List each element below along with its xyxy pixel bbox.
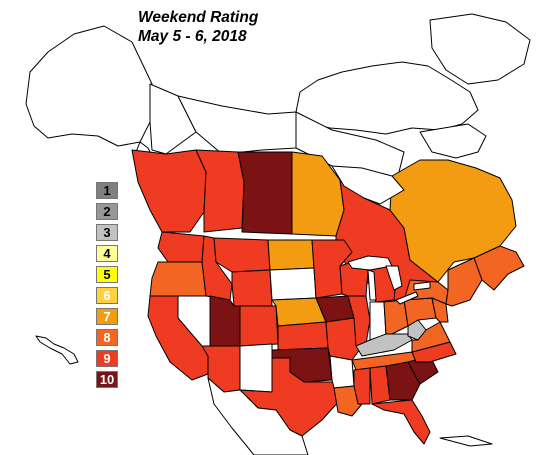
region-wyoming (231, 269, 273, 307)
region-saskatchewan (237, 151, 293, 235)
legend-swatch (96, 182, 118, 199)
lake-ontario (413, 281, 431, 291)
legend-swatch (96, 203, 118, 220)
legend-item: 9 (96, 348, 122, 369)
region-georgia (385, 361, 421, 401)
lake-michigan (367, 269, 377, 301)
legend-label: 6 (103, 288, 111, 303)
lake-huron (385, 265, 403, 291)
title-line-1: Weekend Rating (138, 9, 259, 26)
legend-label: 1 (103, 183, 111, 198)
legend-label: 8 (103, 330, 111, 345)
lake-erie (395, 291, 419, 305)
region-greenland (429, 13, 531, 85)
legend-item: 1 (96, 180, 122, 201)
region-cuba (439, 435, 493, 447)
legend-label: 7 (103, 309, 111, 324)
region-indiana (369, 301, 387, 341)
region-arizona (201, 345, 241, 393)
legend-swatch (96, 224, 118, 241)
title-line-2: May 5 - 6, 2018 (138, 28, 247, 45)
region-atlantic-canada (473, 245, 525, 291)
region-louisiana (333, 385, 363, 417)
legend-item: 4 (96, 243, 122, 264)
region-new-mexico (239, 343, 273, 393)
legend-swatch (96, 308, 118, 325)
map-title: Weekend Rating May 5 - 6, 2018 (138, 8, 258, 46)
region-oregon (149, 261, 207, 297)
region-mississippi (353, 367, 371, 405)
legend-label: 9 (103, 351, 111, 366)
legend-label: 4 (103, 246, 111, 261)
legend-item: 6 (96, 285, 122, 306)
legend-item: 2 (96, 201, 122, 222)
legend-item: 10 (96, 369, 122, 390)
region-new-england (445, 257, 483, 307)
legend-swatch (96, 266, 118, 283)
legend-swatch (96, 371, 118, 388)
region-arctic-islands (295, 61, 479, 135)
region-mexico (207, 377, 309, 455)
region-washington (157, 231, 205, 263)
region-arkansas (329, 355, 355, 389)
legend-label: 2 (103, 204, 111, 219)
region-montana (213, 237, 271, 273)
hudson-bay (331, 165, 405, 205)
legend-swatch (96, 287, 118, 304)
legend-swatch (96, 350, 118, 367)
legend-label: 5 (103, 267, 111, 282)
legend-item: 5 (96, 264, 122, 285)
legend-item: 3 (96, 222, 122, 243)
region-alaska (25, 25, 153, 147)
region-british-columbia (131, 149, 207, 233)
legend-item: 7 (96, 306, 122, 327)
region-florida (371, 399, 431, 445)
region-colorado (239, 305, 279, 347)
region-hawaii (35, 335, 79, 365)
legend-swatch (96, 329, 118, 346)
region-nwt (177, 95, 297, 155)
region-north-dakota (267, 239, 315, 271)
rating-legend: 1 2 3 4 5 6 7 8 9 10 (96, 180, 122, 390)
legend-label: 10 (99, 372, 115, 387)
region-mid-atlantic (431, 297, 449, 323)
region-baffin (419, 123, 487, 159)
region-kansas (277, 321, 329, 351)
legend-item: 8 (96, 327, 122, 348)
legend-label: 3 (103, 225, 111, 240)
legend-swatch (96, 245, 118, 262)
region-south-dakota (269, 267, 317, 301)
